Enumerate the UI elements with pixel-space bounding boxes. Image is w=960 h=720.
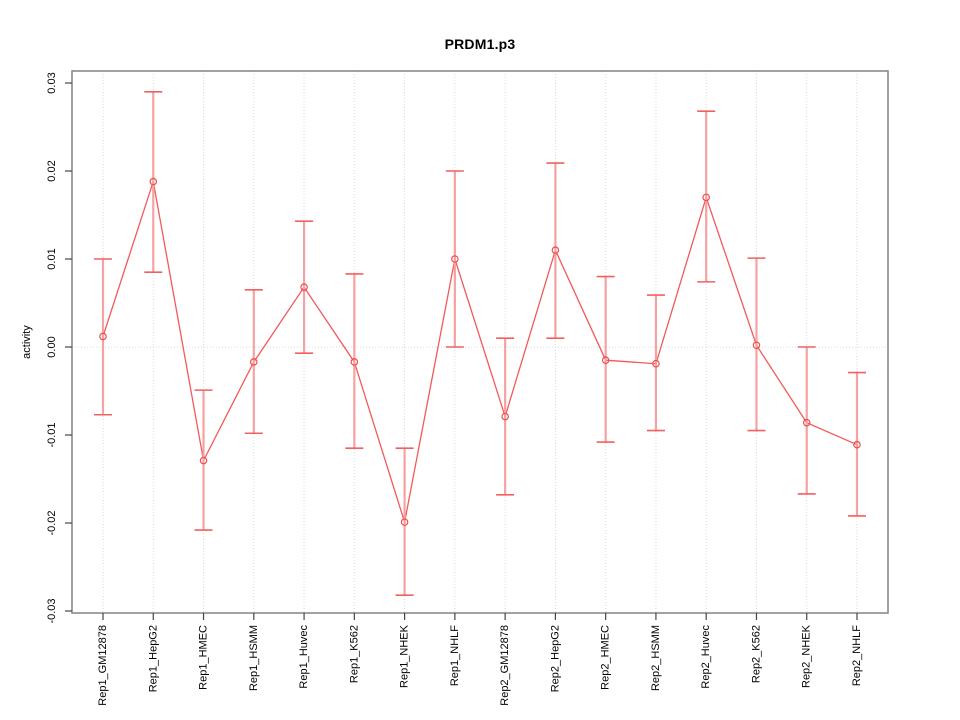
x-tick-label: Rep1_K562	[348, 625, 360, 683]
y-tick-label: 0.02	[46, 160, 58, 181]
data-point	[250, 358, 258, 366]
x-tick-label: Rep2_HepG2	[549, 625, 561, 692]
x-tick-label: Rep2_Huvec	[700, 625, 712, 689]
data-point	[601, 356, 610, 365]
data-point	[400, 518, 409, 526]
y-tick-label: 0.00	[46, 336, 58, 357]
data-point	[853, 440, 861, 449]
plot-frame	[71, 70, 889, 614]
x-tick-label: Rep1_Huvec	[298, 625, 310, 689]
x-tick-label: Rep1_HSMM	[248, 625, 260, 691]
x-tick-label: Rep2_NHEK	[801, 624, 813, 688]
data-point	[652, 359, 660, 368]
data-point	[199, 456, 208, 465]
y-axis-title: activity	[21, 325, 33, 359]
x-tick-label: Rep1_NHEK	[399, 624, 411, 688]
y-tick-label: 0.03	[46, 72, 58, 93]
data-point	[350, 358, 359, 366]
x-tick-label: Rep1_GM12878	[97, 625, 109, 706]
data-point	[99, 332, 107, 341]
data-point	[551, 246, 560, 255]
series-line	[102, 181, 858, 523]
y-tick-label: -0.01	[46, 422, 58, 447]
x-tick-label: Rep1_HMEC	[198, 625, 210, 690]
data-point	[802, 418, 811, 427]
data-point	[300, 283, 308, 291]
x-tick-label: Rep2_HSMM	[650, 625, 662, 691]
data-point	[752, 341, 761, 350]
data-point	[451, 255, 459, 263]
x-tick-label: Rep1_NHLF	[449, 625, 461, 686]
data-point	[149, 177, 158, 186]
y-tick-label: -0.02	[46, 510, 58, 535]
y-tick-label: 0.01	[46, 248, 58, 269]
x-tick-label: Rep2_GM12878	[499, 625, 511, 706]
x-tick-label: Rep1_HepG2	[147, 625, 159, 692]
data-point	[702, 193, 711, 202]
chart-title: PRDM1.p3	[444, 36, 516, 52]
data-point	[501, 412, 509, 421]
x-tick-label: Rep2_NHLF	[851, 625, 863, 686]
x-tick-label: Rep2_HMEC	[600, 625, 612, 690]
y-tick-label: -0.03	[46, 598, 58, 623]
x-tick-label: Rep2_K562	[750, 625, 762, 683]
